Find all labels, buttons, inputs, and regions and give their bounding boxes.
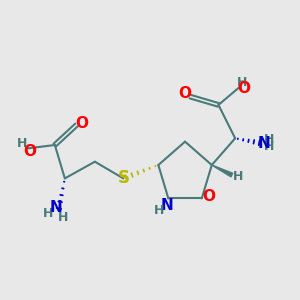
Text: H: H — [43, 207, 53, 220]
Text: H: H — [17, 137, 27, 150]
Text: O: O — [23, 144, 36, 159]
Text: N: N — [50, 200, 63, 215]
Text: H: H — [264, 133, 274, 146]
Text: O: O — [178, 86, 192, 101]
Text: S: S — [117, 169, 129, 187]
Text: O: O — [237, 81, 250, 96]
Polygon shape — [212, 165, 233, 177]
Text: H: H — [154, 204, 164, 217]
Text: O: O — [202, 189, 216, 204]
Text: H: H — [58, 211, 68, 224]
Text: N: N — [160, 198, 173, 213]
Text: N: N — [258, 136, 271, 151]
Text: H: H — [264, 140, 274, 153]
Text: H: H — [237, 76, 248, 89]
Text: H: H — [232, 170, 243, 183]
Text: O: O — [75, 116, 88, 131]
